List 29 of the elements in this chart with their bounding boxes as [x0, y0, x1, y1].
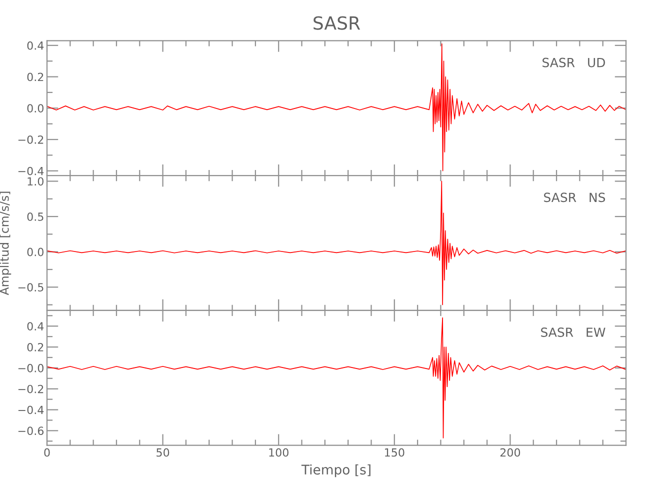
annotation: SASR EW — [541, 328, 606, 337]
x-tick-label: 200 — [500, 448, 520, 457]
chart-title: SASR — [314, 16, 360, 30]
y-tick-label: 0.2 — [27, 343, 44, 352]
y-tick-label: −0.2 — [18, 384, 44, 394]
y-tick-label: −0.2 — [18, 135, 44, 144]
y-tick-label: 0.5 — [27, 212, 44, 221]
x-axis-title: Tiempo [s] — [301, 464, 370, 478]
y-tick-label: −0.5 — [18, 283, 44, 292]
line-series — [47, 43, 626, 172]
y-tick-label: 0.2 — [27, 72, 44, 82]
line-series — [47, 317, 626, 438]
y-tick-label: −0.4 — [18, 406, 44, 414]
y-tick-label: 0.0 — [27, 104, 44, 113]
x-tick-label: 150 — [385, 448, 404, 457]
annotation: SASR NS — [544, 192, 606, 202]
x-tick-label: 100 — [269, 448, 288, 457]
x-tick-label: 0 — [44, 448, 50, 457]
y-tick-label: 0.0 — [27, 248, 44, 256]
y-axis-title: Amplitud [cm/s/s] — [0, 192, 12, 296]
y-tick-label: −0.6 — [18, 426, 44, 436]
y-tick-label: −0.4 — [18, 166, 44, 176]
y-tick-label: 0.4 — [27, 41, 44, 50]
y-tick-label: 0.4 — [27, 322, 44, 330]
line-series — [47, 180, 626, 306]
y-tick-label: −0.0 — [18, 364, 44, 372]
annotation: SASR UD — [542, 58, 605, 68]
x-tick-label: 50 — [156, 448, 170, 457]
y-tick-label: 1.0 — [28, 177, 44, 186]
